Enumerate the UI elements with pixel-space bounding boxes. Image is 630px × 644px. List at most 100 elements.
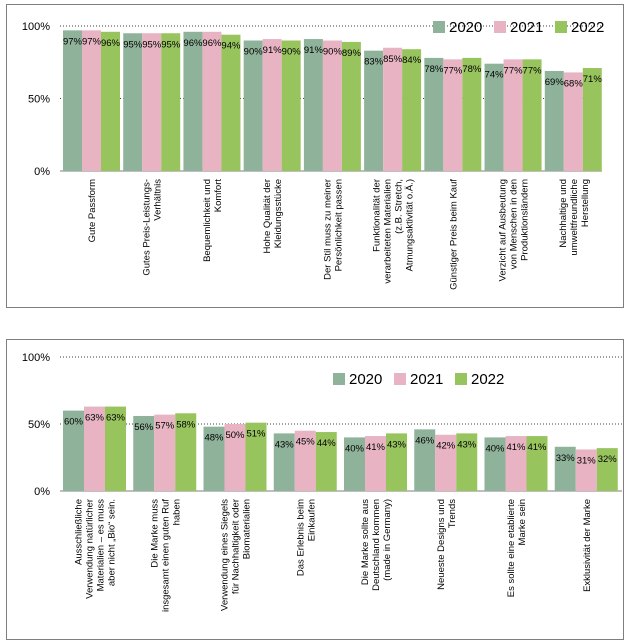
category-label: Die Marke sollte aus Deutschland kommen (m… [360, 499, 393, 591]
bar-2020-3 [273, 433, 295, 491]
category-label-line: Herstellung [580, 179, 591, 227]
data-label-2022: 89% [342, 48, 362, 59]
category-label: Der Stil muss zu meiner Persönlichkeit pa… [322, 179, 344, 280]
category-label-line: Die Marke sollte aus [360, 499, 371, 585]
category-label-line: Materialien – es muss [96, 499, 107, 592]
category-label-line: Das Erlebnis beim [295, 499, 306, 576]
category-label-line: Verhältnis [153, 179, 164, 221]
chart-panel-top: 0% 50% 100% 97% 95% 96% 90% 91% 83% 78% 74% 69% 97% 9… [6, 4, 624, 308]
data-label-2022: 71% [583, 74, 603, 85]
data-label-2020: 48% [204, 433, 224, 444]
bar-2022-3 [281, 40, 301, 171]
category-label: Funktionalität der verarbeiteten Material… [372, 179, 416, 284]
category-label: Exklusivität der Marke [582, 499, 593, 592]
category-label-line: für Nachhaltigkeit oder [231, 499, 242, 594]
bar-2021-0 [84, 406, 105, 491]
data-label-2022: 43% [457, 439, 477, 450]
legend-swatch-2022 [555, 21, 567, 33]
y-tick-label: 0% [34, 486, 50, 498]
category-label: Gute Passform [87, 179, 98, 242]
category-label-line: Marke sein [517, 499, 528, 545]
category-label-line: Gute Passform [87, 179, 98, 242]
data-label-2021: 95% [142, 39, 162, 50]
category-label: Bequemlichkeit und Komfort [202, 179, 224, 262]
bar-2020-1 [133, 415, 155, 491]
legend-swatch-2021 [494, 21, 506, 33]
data-label-2022: 90% [282, 47, 302, 58]
chart-bottom: 0%50%100%60% 56%48%43% 40%46%40%33%63%57%5… [22, 352, 622, 612]
data-label-2022: 78% [462, 64, 482, 75]
data-label-2020: 78% [424, 64, 444, 75]
bar-2021-4 [322, 40, 342, 171]
category-label-line: Komfort [213, 179, 224, 213]
category-label: Neueste Designs und Trends [436, 499, 458, 590]
data-label-2022: 41% [527, 442, 547, 453]
bar-2021-5 [435, 434, 457, 491]
bar-2020-7 [484, 63, 504, 172]
category-label-line: Funktionalität der [372, 179, 383, 252]
category-label: Günstiger Preis beim Kauf [448, 179, 459, 290]
category-label-line: Nachhaltige und [558, 179, 569, 248]
bar-2022-6 [526, 436, 548, 491]
legend-swatch-2021 [394, 373, 406, 385]
bar-2020-4 [303, 39, 323, 171]
bar-2021-7 [575, 449, 597, 491]
data-label-2020: 56% [134, 422, 154, 433]
bar-2021-1 [142, 33, 162, 171]
category-label-line: (made in Germany) [382, 499, 393, 581]
data-label-2021: 41% [506, 442, 526, 453]
category-label-line: Gutes Preis-Leistungs- [142, 179, 153, 276]
data-label-2022: 95% [161, 39, 181, 50]
category-label-line: Verzicht auf Ausbeutung [498, 179, 509, 281]
legend-swatch-2020 [333, 373, 345, 385]
category-label-line: von Menschen in den [509, 179, 520, 269]
bar-2022-1 [161, 33, 181, 171]
data-label-2022: 96% [101, 38, 121, 49]
data-label-2020: 83% [364, 57, 384, 68]
data-label-2020: 96% [183, 38, 203, 49]
data-label-2020: 97% [63, 36, 83, 47]
data-label-2021: 31% [577, 455, 597, 466]
bar-2020-4 [344, 437, 365, 491]
category-label-line: verarbeiteten Materialien [383, 179, 394, 284]
data-label-2022: 43% [387, 439, 407, 450]
data-label-2021: 90% [323, 47, 343, 58]
category-label-line: Es sollte eine etablierte [506, 499, 517, 597]
bar-2020-5 [364, 50, 384, 171]
bar-2020-1 [123, 33, 143, 171]
category-label-line: Exklusivität der Marke [582, 499, 593, 592]
legend-swatch-2020 [433, 21, 445, 33]
category-label-line: Biomaterialien [242, 499, 253, 559]
chart-top: 0%50%100%97% 95% 96%90% 91%83%78%74%69%97% 9… [22, 19, 605, 290]
data-label-2021: 85% [383, 54, 403, 65]
category-label-line: Einkaufen [306, 499, 317, 541]
bar-2021-8 [563, 72, 583, 171]
category-label-line: Persönlichkeit passen [333, 179, 344, 271]
legend-label-2022: 2022 [571, 19, 604, 36]
bar-2020-2 [183, 31, 203, 171]
bar-2021-2 [202, 31, 222, 171]
legend-swatch-2022 [455, 373, 467, 385]
legend-label-2021: 2021 [410, 371, 443, 388]
bar-2022-5 [456, 433, 478, 491]
data-label-2022: 84% [402, 55, 422, 66]
bar-2020-2 [203, 426, 225, 491]
bar-2022-2 [221, 34, 241, 172]
data-label-2022: 32% [598, 454, 618, 465]
bar-2022-5 [402, 49, 422, 172]
legend-label-2022: 2022 [471, 371, 504, 388]
bar-2021-3 [294, 430, 316, 491]
data-label-2021: 77% [443, 65, 463, 76]
data-label-2021: 77% [504, 65, 524, 76]
y-tick-label: 50% [28, 94, 50, 106]
data-label-2022: 94% [221, 41, 241, 52]
bar-2020-8 [544, 70, 564, 171]
bar-2022-7 [596, 448, 618, 491]
data-label-2021: 42% [436, 441, 456, 452]
bar-2021-6 [505, 436, 527, 491]
data-label-2021: 57% [155, 421, 175, 432]
category-label-line: insgesamt einen guten Ruf [160, 499, 171, 612]
data-label-2020: 60% [64, 417, 84, 428]
bar-2022-0 [101, 31, 120, 171]
legend-label-2020: 2020 [449, 19, 482, 36]
